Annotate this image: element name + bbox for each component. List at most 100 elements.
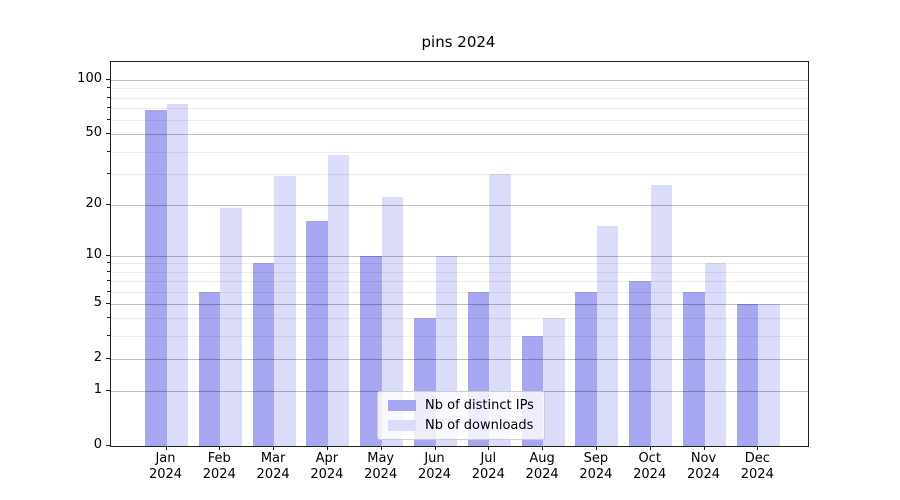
y-axis-tick-label: 20 [85, 195, 102, 211]
y-axis-minor-tick [107, 317, 110, 319]
gridline-minor [111, 151, 808, 153]
bar-distinct-ips-dec [736, 303, 759, 446]
x-axis-tick-label: Sep 2024 [579, 451, 613, 482]
bar-downloads-may [381, 197, 404, 446]
bar-downloads-feb [220, 208, 242, 446]
x-axis-tick-label: Jan 2024 [148, 451, 183, 482]
x-axis-tick-label: Jun 2024 [417, 451, 452, 482]
bar-distinct-ips-feb [198, 291, 221, 446]
legend-label-downloads: Nb of downloads [425, 418, 534, 433]
bar-downloads-dec [758, 303, 780, 446]
bar-distinct-ips-jan [145, 110, 167, 446]
bar-downloads-apr [327, 155, 350, 446]
x-axis-tick [326, 446, 328, 450]
y-axis-tick [106, 79, 110, 80]
y-axis-minor-tick [107, 262, 110, 264]
x-axis-tick [380, 446, 382, 450]
bar-downloads-oct [650, 184, 673, 446]
y-axis-tick-label: 1 [93, 382, 102, 398]
x-axis-tick-label: Mar 2024 [256, 451, 290, 482]
plot-area [110, 61, 809, 447]
x-axis-tick [649, 446, 651, 450]
x-axis-tick-label: Aug 2024 [525, 451, 559, 482]
legend-item-downloads: Nb of downloads [388, 418, 534, 433]
y-axis-tick-label: 10 [85, 246, 102, 262]
y-axis-tick [106, 133, 110, 135]
y-axis-tick [106, 390, 110, 392]
x-axis-tick [165, 446, 167, 450]
gridline-major [111, 204, 808, 206]
y-axis-tick-label: 0 [93, 437, 102, 452]
gridline-major [111, 134, 808, 136]
chart-title: pins 2024 [421, 33, 496, 51]
gridline-minor [111, 107, 808, 109]
legend-swatch-downloads [388, 420, 416, 431]
gridline-minor [111, 263, 808, 265]
bar-downloads-mar [274, 176, 296, 446]
legend: Nb of distinct IPs Nb of downloads [377, 391, 545, 440]
gridline-minor [111, 97, 808, 99]
y-axis-minor-tick [107, 290, 110, 292]
bar-distinct-ips-nov [683, 291, 705, 446]
x-axis-tick [273, 446, 275, 450]
y-axis-tick-label: 5 [93, 294, 102, 310]
gridline-major [111, 80, 808, 81]
bar-distinct-ips-oct [629, 281, 651, 446]
gridline-major [111, 358, 808, 360]
y-axis-minor-tick [107, 150, 110, 152]
gridline-minor [111, 271, 808, 273]
bar-distinct-ips-mar [252, 263, 275, 446]
x-axis-tick-label: Nov 2024 [686, 451, 721, 482]
gridline-minor [111, 318, 808, 320]
legend-swatch-distinct-ips [388, 400, 416, 411]
y-axis-tick [106, 302, 110, 304]
bar-distinct-ips-may [360, 255, 382, 446]
bar-distinct-ips-apr [306, 221, 328, 446]
gridline-minor [111, 173, 808, 175]
gridline-minor [111, 281, 808, 283]
y-axis-tick-label: 100 [77, 71, 102, 86]
gridline-minor [111, 291, 808, 293]
bar-downloads-jul [489, 173, 511, 446]
y-axis-minor-tick [107, 172, 110, 174]
gridline-major [111, 255, 808, 257]
gridline-minor [111, 119, 808, 121]
x-axis-tick [542, 446, 544, 450]
legend-item-distinct-ips: Nb of distinct IPs [388, 398, 534, 413]
y-axis-minor-tick [107, 118, 110, 120]
y-axis-tick [106, 357, 110, 359]
gridline-minor [111, 88, 808, 90]
bar-downloads-jan [166, 103, 188, 446]
x-axis-tick [434, 446, 436, 450]
x-axis-tick [757, 446, 759, 450]
bar-downloads-aug [543, 318, 565, 446]
x-axis-tick-label: Apr 2024 [310, 451, 344, 482]
x-axis-tick-label: Feb 2024 [202, 451, 236, 482]
x-axis-tick-label: Oct 2024 [633, 451, 667, 482]
legend-label-distinct-ips: Nb of distinct IPs [425, 398, 534, 413]
y-axis-minor-tick [107, 96, 110, 98]
y-axis-minor-tick [107, 270, 110, 272]
y-axis-minor-tick [107, 280, 110, 282]
x-axis-tick-label: Dec 2024 [740, 451, 774, 482]
y-axis-tick [106, 445, 110, 446]
gridline-minor [111, 336, 808, 338]
x-axis-tick-label: Jul 2024 [471, 451, 505, 482]
gridline-major [111, 303, 808, 305]
y-axis-minor-tick [107, 87, 110, 89]
y-axis-tick-label: 2 [93, 349, 102, 365]
x-axis-tick-label: May 2024 [364, 451, 398, 482]
y-axis-tick [106, 254, 110, 256]
x-axis-tick [703, 446, 705, 450]
y-axis-tick-label: 50 [85, 125, 102, 141]
bar-distinct-ips-sep [575, 291, 597, 446]
x-axis-tick [219, 446, 221, 450]
x-axis-tick [595, 446, 597, 450]
y-axis-minor-tick [107, 335, 110, 337]
x-axis-tick [488, 446, 490, 450]
bar-downloads-nov [704, 263, 726, 446]
bar-downloads-sep [596, 226, 619, 446]
y-axis-minor-tick [107, 106, 110, 108]
y-axis-tick [106, 203, 110, 205]
